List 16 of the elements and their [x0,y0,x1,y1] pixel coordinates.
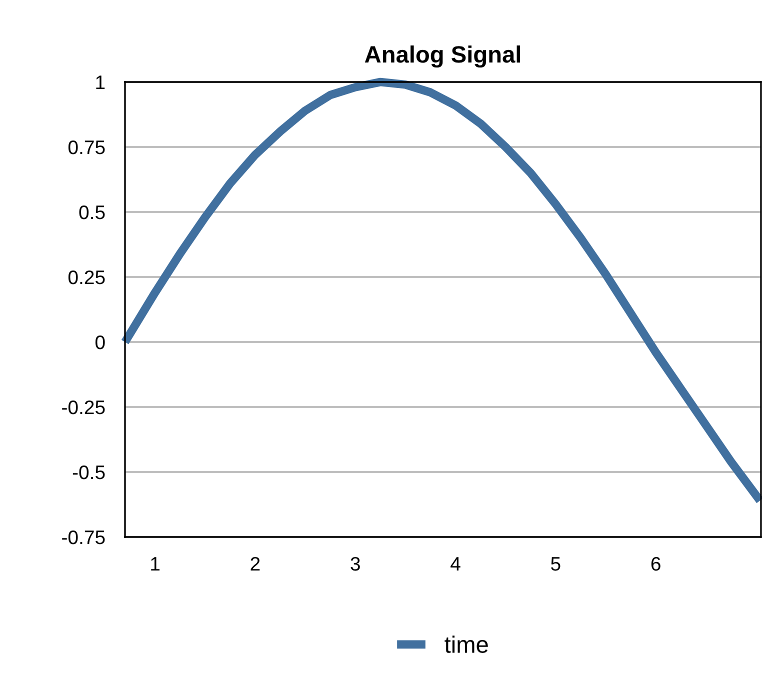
x-tick-label: 4 [450,557,460,571]
y-tick-label: 0.25 [68,270,105,284]
y-tick-label: -0.75 [62,530,105,544]
y-tick-label: 0.5 [79,205,105,220]
x-tick-label: 1 [151,557,160,571]
chart-title: Analog Signal [364,45,520,68]
y-tick-label: 1 [96,76,105,90]
x-tick-label: 5 [551,557,560,571]
y-tick-label: -0.25 [62,400,105,414]
y-tick-label: -0.5 [72,465,105,480]
y-tick-label: 0.75 [68,140,105,154]
y-tick-label: 0 [96,335,105,350]
legend-label: time [444,636,488,653]
x-tick-label: 6 [651,556,660,571]
x-tick-label: 2 [250,556,260,571]
x-tick-label: 3 [350,556,360,571]
